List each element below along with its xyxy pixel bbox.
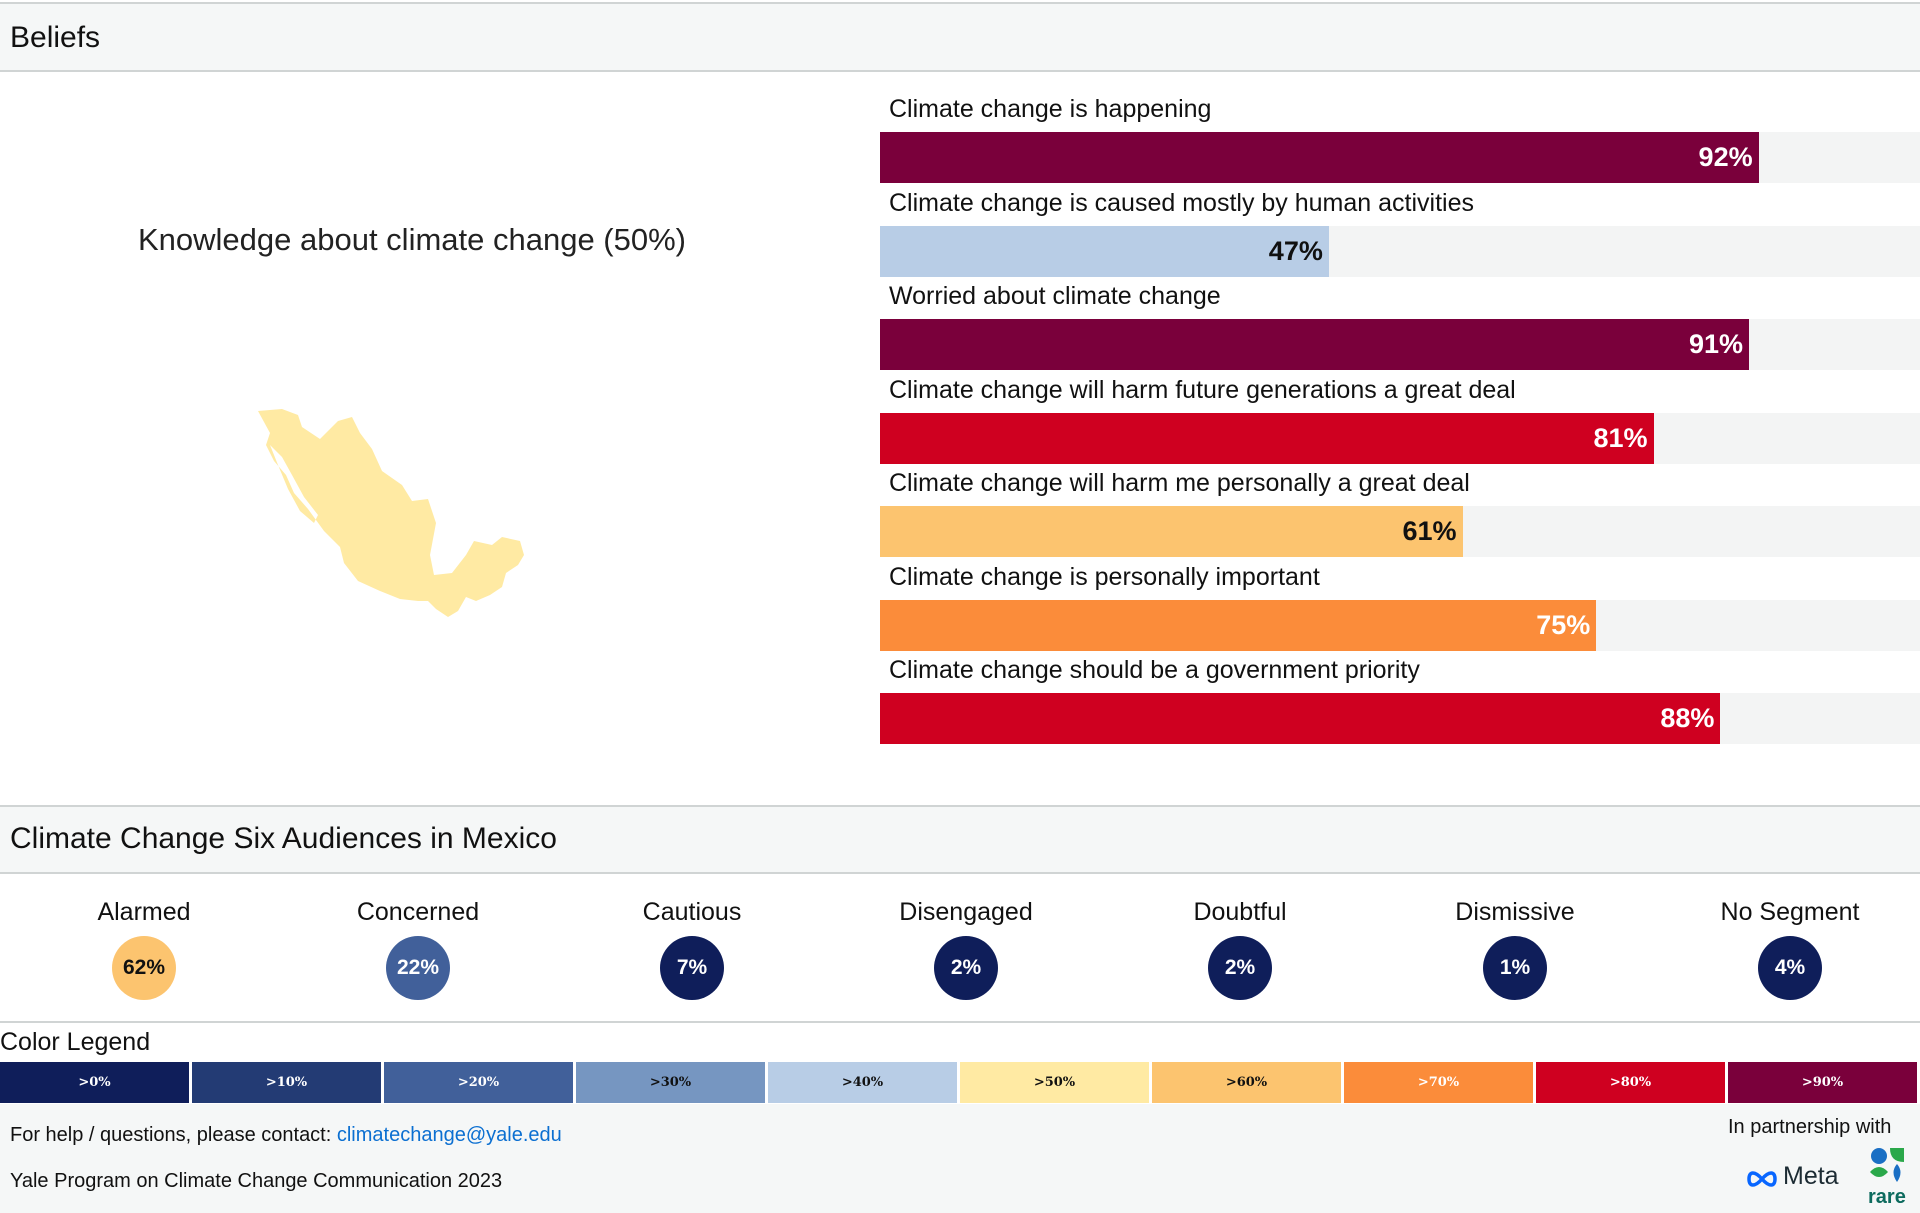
meta-infinity-icon — [1747, 1171, 1777, 1187]
bar-value-label: 88% — [1660, 703, 1715, 733]
beliefs-header: Beliefs — [0, 2, 1920, 72]
bar[interactable]: 75% — [880, 599, 1597, 651]
audience-name: No Segment — [1720, 898, 1860, 926]
bar-track: 75% — [880, 599, 1920, 651]
legend-divider — [0, 1021, 1920, 1023]
bar[interactable]: 47% — [880, 225, 1329, 277]
bar-value-label: 92% — [1698, 142, 1753, 172]
bar-label: Climate change should be a government pr… — [889, 656, 1420, 684]
bar-label: Climate change is happening — [889, 95, 1212, 123]
bar-track: 91% — [880, 319, 1920, 370]
beliefs-title: Beliefs — [10, 21, 101, 54]
knowledge-label: Knowledge about climate change (50%) — [137, 222, 686, 257]
audience-percent-badge[interactable]: 7% — [660, 936, 724, 1000]
bar[interactable]: 88% — [880, 693, 1721, 744]
audience-percent-badge[interactable]: 4% — [1758, 936, 1822, 1000]
partnership-text: In partnership with — [1728, 1116, 1892, 1138]
legend-title: Color Legend — [0, 1028, 151, 1056]
audience-name: Alarmed — [97, 898, 191, 926]
audience-percent-badge[interactable]: 62% — [112, 936, 176, 1000]
bar-label: Climate change is caused mostly by human… — [889, 188, 1474, 217]
audience-percent-badge[interactable]: 1% — [1483, 936, 1547, 1000]
bar-track: 92% — [880, 132, 1920, 183]
credit-text: Yale Program on Climate Change Communica… — [10, 1170, 503, 1192]
rare-leaves-icon — [1870, 1148, 1904, 1182]
contact-email-link[interactable]: climatechange@yale.edu — [336, 1124, 562, 1146]
legend-swatch: >20% — [384, 1062, 573, 1103]
help-line: For help / questions, please contact: cl… — [10, 1124, 562, 1147]
bar-value-label: 47% — [1268, 235, 1323, 266]
bar-value-label: 81% — [1593, 422, 1648, 453]
legend-swatch: >40% — [768, 1062, 957, 1103]
bar[interactable]: 92% — [880, 132, 1759, 183]
audiences-title: Climate Change Six Audiences in Mexico — [10, 822, 557, 855]
audiences-header: Climate Change Six Audiences in Mexico — [0, 805, 1920, 874]
legend-swatch: >50% — [960, 1062, 1149, 1103]
bar-label: Climate change will harm me personally a… — [889, 469, 1470, 497]
footer: For help / questions, please contact: cl… — [0, 1104, 1920, 1213]
bar-value-label: 75% — [1536, 609, 1591, 640]
bar-track: 47% — [880, 225, 1920, 277]
mexico-map — [258, 409, 524, 617]
legend-swatch: >80% — [1536, 1062, 1725, 1103]
audience-percent-badge[interactable]: 22% — [386, 936, 450, 1000]
audience-name: Doubtful — [1193, 898, 1287, 926]
legend-swatch: >10% — [192, 1062, 381, 1103]
legend-swatch: >30% — [576, 1062, 765, 1103]
bar-value-label: 61% — [1402, 516, 1457, 546]
bar-label: Worried about climate change — [889, 282, 1221, 310]
audience-name: Cautious — [642, 898, 742, 926]
bar-track: 81% — [880, 412, 1920, 464]
bar-label: Climate change will harm future generati… — [889, 375, 1516, 404]
mexico-shape — [258, 409, 524, 617]
bar[interactable]: 61% — [880, 506, 1463, 557]
audience-name: Concerned — [356, 898, 480, 926]
audience-percent-badge[interactable]: 2% — [1208, 936, 1272, 1000]
bar[interactable]: 91% — [880, 319, 1750, 370]
legend-swatch: >70% — [1344, 1062, 1533, 1103]
bar-value-label: 91% — [1689, 329, 1744, 359]
legend-swatch: >0% — [0, 1062, 189, 1103]
meta-logo-text: Meta — [1783, 1162, 1839, 1190]
legend-swatch: >60% — [1152, 1062, 1341, 1103]
rare-logo-text: rare — [1868, 1186, 1906, 1208]
bar-track: 88% — [880, 693, 1920, 744]
rare-logo[interactable]: rare — [1866, 1146, 1910, 1210]
bar-label: Climate change is personally important — [889, 562, 1320, 591]
legend-swatch: >90% — [1728, 1062, 1917, 1103]
bar-track: 61% — [880, 506, 1920, 557]
audience-name: Disengaged — [899, 898, 1033, 926]
help-text: For help / questions, please contact: — [10, 1124, 337, 1146]
audience-percent-badge[interactable]: 2% — [934, 936, 998, 1000]
bar[interactable]: 81% — [880, 412, 1654, 464]
audience-name: Dismissive — [1455, 898, 1575, 926]
